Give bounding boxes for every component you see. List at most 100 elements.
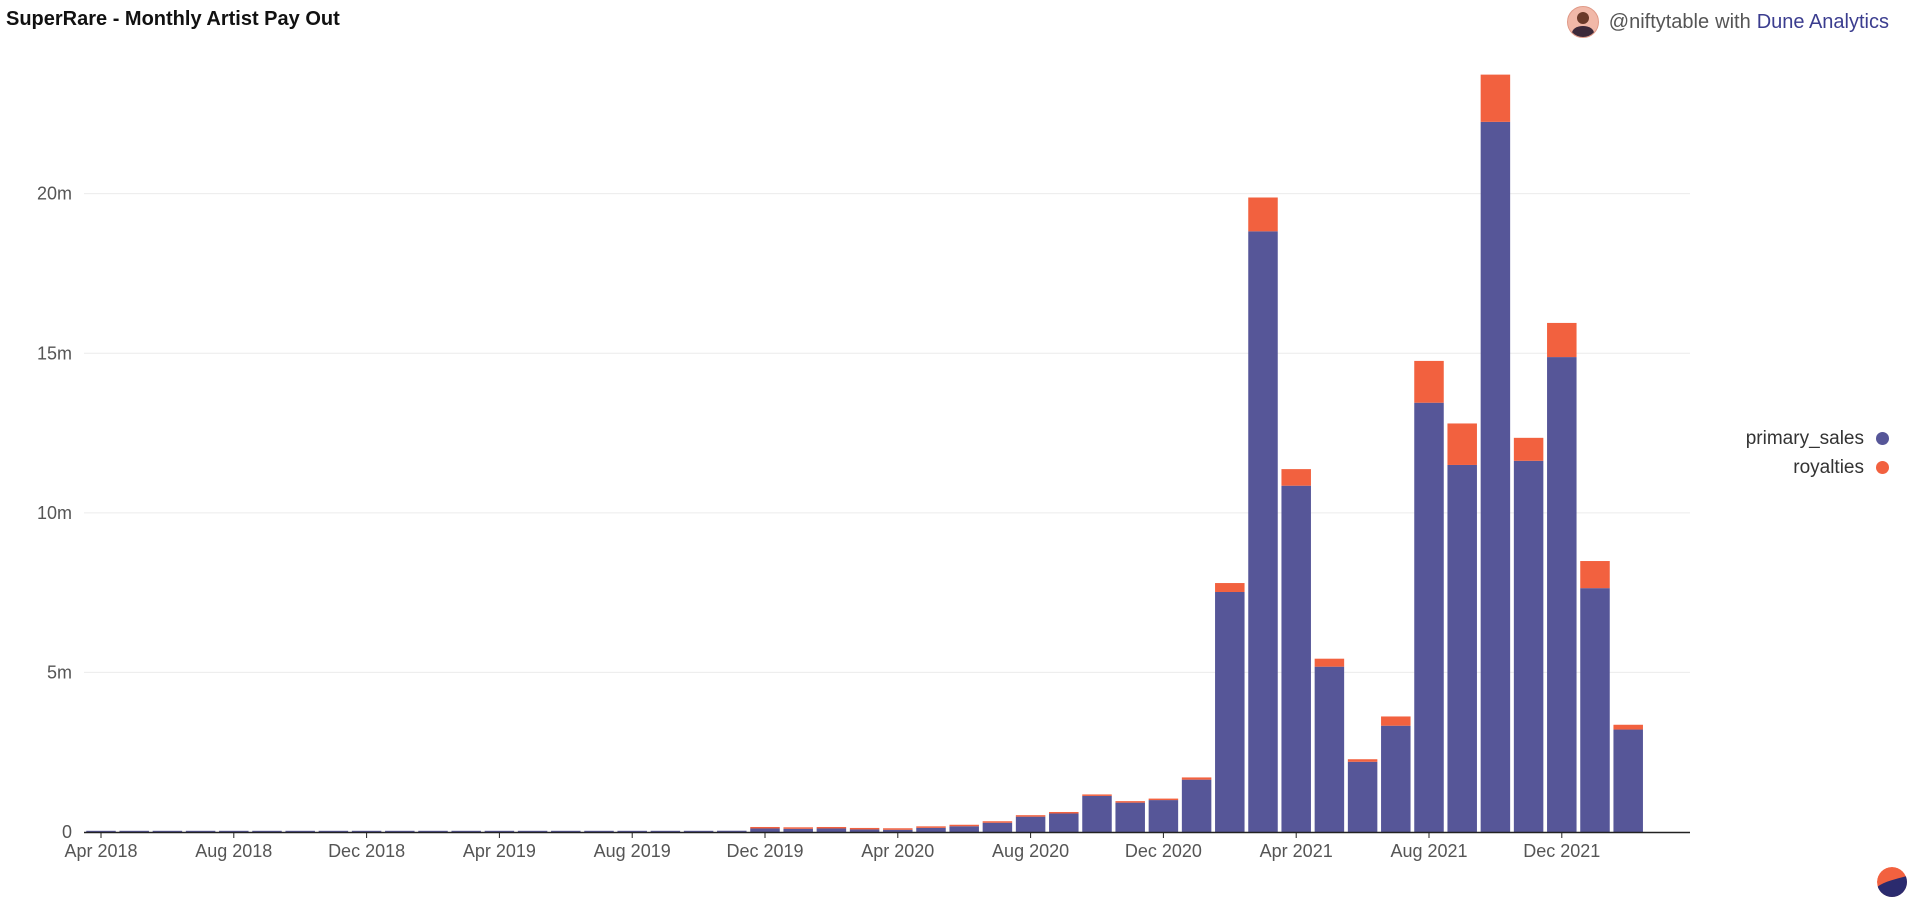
bar-royalties[interactable] (883, 828, 913, 830)
bar-primary-sales[interactable] (816, 828, 847, 832)
bar-royalties[interactable] (1480, 74, 1511, 122)
credit-with-text: with (1715, 10, 1751, 33)
bar-primary-sales[interactable] (86, 830, 116, 832)
bars (86, 74, 1643, 832)
bar-primary-sales[interactable] (1414, 402, 1444, 832)
bar-royalties[interactable] (1082, 794, 1112, 796)
bar-primary-sales[interactable] (484, 830, 515, 832)
bar-primary-sales[interactable] (1181, 779, 1212, 832)
bar-royalties[interactable] (849, 827, 880, 830)
bar-primary-sales[interactable] (219, 830, 249, 832)
bar-primary-sales[interactable] (1480, 121, 1511, 832)
bar-royalties[interactable] (949, 824, 979, 827)
legend-dot-royalties (1876, 461, 1889, 474)
bar-primary-sales[interactable] (1015, 816, 1046, 832)
bar-royalties[interactable] (1513, 437, 1544, 461)
bar-primary-sales[interactable] (1314, 666, 1345, 832)
bar-royalties[interactable] (1181, 777, 1212, 780)
bar-primary-sales[interactable] (750, 828, 780, 832)
user-avatar[interactable] (1566, 6, 1599, 38)
bar-primary-sales[interactable] (683, 830, 714, 832)
bar-royalties[interactable] (1148, 798, 1179, 801)
legend-item-primary-sales[interactable]: primary_sales (1746, 424, 1889, 453)
author-handle-link[interactable]: @niftytable (1608, 10, 1710, 33)
bar-primary-sales[interactable] (1281, 485, 1311, 832)
dune-logo-icon (1877, 867, 1907, 897)
bar-royalties[interactable] (1580, 561, 1610, 589)
bar-royalties[interactable] (1314, 658, 1345, 667)
bar-royalties[interactable] (1049, 811, 1079, 814)
bar-primary-sales[interactable] (418, 830, 448, 832)
bar-primary-sales[interactable] (916, 827, 946, 832)
bar-primary-sales[interactable] (451, 830, 481, 832)
bar-royalties[interactable] (1381, 716, 1411, 726)
legend-dot-primary-sales (1876, 432, 1889, 445)
legend-label-primary-sales: primary_sales (1745, 427, 1864, 449)
bar-royalties[interactable] (1347, 759, 1378, 762)
y-tick-label: 5m (47, 662, 72, 682)
bar-primary-sales[interactable] (1381, 725, 1411, 832)
bar-primary-sales[interactable] (1513, 460, 1544, 832)
bar-primary-sales[interactable] (285, 830, 315, 832)
bar-royalties[interactable] (1215, 583, 1245, 592)
bar-primary-sales[interactable] (717, 830, 747, 832)
x-tick-label: Aug 2020 (992, 841, 1069, 861)
bar-primary-sales[interactable] (1248, 231, 1278, 832)
bar-royalties[interactable] (1281, 469, 1311, 486)
bar-primary-sales[interactable] (385, 830, 415, 832)
bar-royalties[interactable] (1115, 801, 1145, 803)
x-tick-label: Apr 2020 (861, 841, 934, 861)
bar-royalties[interactable] (1015, 815, 1046, 817)
bar-primary-sales[interactable] (252, 830, 282, 832)
y-tick-label: 0 (62, 822, 72, 842)
bar-primary-sales[interactable] (883, 829, 913, 832)
bar-royalties[interactable] (916, 826, 946, 828)
bar-royalties[interactable] (1414, 360, 1444, 403)
bar-primary-sales[interactable] (517, 830, 548, 832)
bar-primary-sales[interactable] (982, 822, 1013, 832)
bar-primary-sales[interactable] (783, 828, 813, 832)
y-tick-label: 15m (37, 343, 72, 363)
bar-royalties[interactable] (750, 826, 780, 829)
x-tick-label: Aug 2018 (195, 841, 272, 861)
bar-primary-sales[interactable] (849, 829, 880, 832)
bar-royalties[interactable] (1447, 423, 1477, 465)
dune-analytics-link[interactable]: Dune Analytics (1756, 10, 1889, 33)
bar-primary-sales[interactable] (1115, 802, 1145, 832)
bar-royalties[interactable] (816, 826, 847, 829)
bar-primary-sales[interactable] (1148, 800, 1179, 832)
bar-primary-sales[interactable] (152, 830, 183, 832)
bar-royalties[interactable] (982, 821, 1013, 823)
axes: 0 5m 10m 15m 20m Apr 2018 Aug 2018 Dec 2018 Apr … (37, 184, 1690, 861)
x-tick-label: Dec 2018 (328, 841, 405, 861)
bar-royalties[interactable] (783, 827, 813, 829)
chart-title: SuperRare - Monthly Artist Pay Out (6, 8, 340, 30)
bar-primary-sales[interactable] (949, 826, 979, 832)
legend-item-royalties[interactable]: royalties (1746, 453, 1889, 482)
chart-credit: @niftytable with Dune Analytics (1566, 6, 1889, 38)
x-tick-label: Apr 2018 (64, 841, 137, 861)
bar-primary-sales[interactable] (1547, 357, 1577, 832)
bar-royalties[interactable] (1248, 197, 1278, 232)
bar-royalties[interactable] (1613, 724, 1643, 730)
bar-primary-sales[interactable] (650, 830, 681, 832)
bar-primary-sales[interactable] (1447, 464, 1477, 832)
legend-label-royalties: royalties (1793, 456, 1864, 478)
bar-primary-sales[interactable] (1613, 729, 1643, 832)
bar-primary-sales[interactable] (584, 830, 614, 832)
bar-primary-sales[interactable] (617, 830, 647, 832)
bar-primary-sales[interactable] (1049, 813, 1079, 832)
x-tick-label: Apr 2019 (463, 841, 536, 861)
bar-primary-sales[interactable] (1580, 588, 1610, 832)
bar-primary-sales[interactable] (119, 830, 149, 832)
bar-primary-sales[interactable] (1215, 591, 1245, 832)
x-tick-label: Dec 2020 (1125, 841, 1202, 861)
bar-primary-sales[interactable] (1082, 795, 1112, 832)
bar-primary-sales[interactable] (551, 830, 581, 832)
bar-primary-sales[interactable] (185, 830, 216, 832)
bar-royalties[interactable] (1547, 322, 1577, 358)
bar-primary-sales[interactable] (318, 830, 349, 832)
bar-primary-sales[interactable] (351, 830, 382, 832)
bar-primary-sales[interactable] (1347, 761, 1378, 832)
